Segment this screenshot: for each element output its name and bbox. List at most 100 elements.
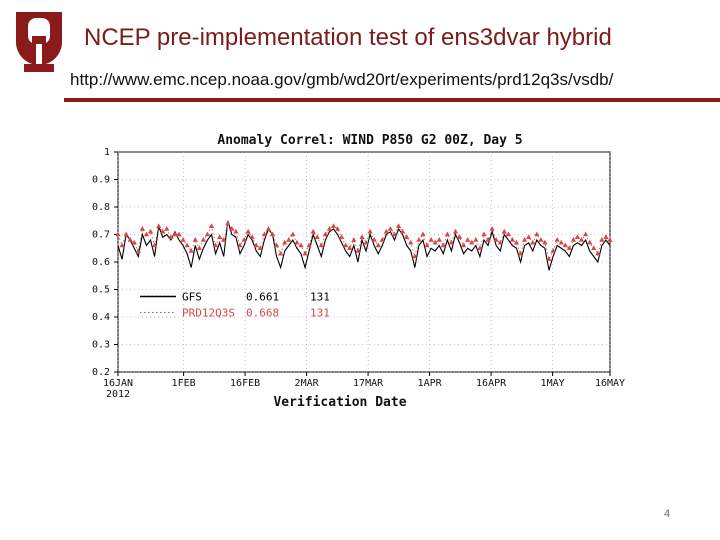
- legend-name: PRD12Q3S: [182, 307, 235, 320]
- y-axis: 1 0.9 0.8 0.7 0.6 0.5 0.4 0.3 0.2: [92, 147, 118, 378]
- chart-title: Anomaly Correl: WIND P850 G2 00Z, Day 5: [217, 133, 522, 148]
- prd12q3s-point: [444, 231, 450, 237]
- prd12q3s-point: [184, 242, 190, 248]
- prd12q3s-point: [306, 242, 312, 248]
- prd12q3s-point: [530, 239, 536, 245]
- prd12q3s-point: [566, 245, 572, 251]
- legend-score: 0.661: [246, 291, 279, 304]
- prd12q3s-point: [363, 239, 369, 245]
- x-tick-label: 2MAR: [295, 378, 320, 389]
- title-divider: [64, 98, 720, 102]
- prd12q3s-point: [424, 242, 430, 248]
- prd12q3s-point: [473, 237, 479, 242]
- prd12q3s-point: [591, 245, 597, 251]
- prd12q3s-point: [156, 223, 162, 229]
- prd12q3s-point: [334, 226, 341, 231]
- prd12q3s-point: [164, 226, 170, 231]
- prd12q3s-point: [538, 237, 544, 242]
- university-logo: [16, 12, 62, 72]
- prd12q3s-point: [322, 231, 328, 237]
- prd12q3s-point: [212, 242, 219, 248]
- x-tick-label: 1MAY: [541, 378, 565, 389]
- prd12q3s-point: [489, 226, 495, 231]
- experiment-url[interactable]: http://www.emc.ncep.noaa.gov/gmb/wd20rt/…: [70, 70, 614, 89]
- prd12q3s-point: [599, 237, 605, 242]
- prd12q3s-point: [400, 228, 406, 234]
- prd12q3s-point: [310, 228, 316, 234]
- prd12q3s-point: [294, 239, 300, 245]
- prd12q3s-point: [233, 228, 239, 234]
- prd12q3s-point: [131, 239, 137, 245]
- x-tick-label: 16APR: [476, 378, 507, 389]
- plot-frame: [117, 151, 611, 373]
- prd12q3s-point: [595, 250, 601, 256]
- prd12q3s-point: [485, 237, 491, 242]
- prd12q3s-point: [330, 223, 337, 229]
- x-axis-label: Verification Date: [273, 395, 406, 410]
- legend-name: GFS: [182, 291, 202, 304]
- prd12q3s-point: [180, 237, 186, 242]
- prd12q3s-point: [481, 231, 487, 237]
- prd12q3s-point: [119, 242, 125, 248]
- prd12q3s-point: [452, 228, 459, 234]
- prd12q3s-point: [278, 250, 284, 256]
- x-tick-label: 16FEB: [230, 378, 260, 389]
- prd12q3s-point: [395, 223, 402, 229]
- prd12q3s-point: [603, 234, 609, 240]
- prd12q3s-point: [339, 234, 345, 240]
- prd12q3s-point: [143, 231, 150, 237]
- x-tick-sublabel: 2012: [106, 389, 130, 400]
- prd12q3s-point: [379, 237, 385, 242]
- prd12q3s-point: [383, 228, 389, 234]
- prd12q3s-point: [505, 231, 511, 237]
- prd12q3s-point: [440, 242, 446, 248]
- prd12q3s-point: [509, 237, 516, 242]
- prd12q3s-point: [570, 237, 577, 242]
- prd12q3s-point: [522, 237, 528, 242]
- prd12q3s-point: [343, 242, 349, 248]
- x-tick-label: 16MAY: [595, 378, 625, 389]
- x-tick-label: 17MAR: [353, 378, 384, 389]
- prd12q3s-point: [355, 248, 361, 253]
- prd12q3s-point: [542, 239, 548, 245]
- prd12q3s-point: [200, 237, 206, 242]
- prd12q3s-point: [432, 239, 438, 245]
- prd12q3s-point: [221, 237, 227, 242]
- prd12q3s-point: [554, 237, 560, 242]
- x-tick-label: 16JAN: [103, 378, 133, 389]
- prd12q3s-point: [160, 228, 166, 234]
- prd12q3s-point: [253, 242, 259, 248]
- prd12q3s-point: [583, 231, 589, 237]
- prd12q3s-point: [416, 237, 422, 242]
- prd12q3s-point: [176, 231, 182, 237]
- legend: GFS 0.661 131 PRD12Q3S 0.668 131: [140, 291, 330, 320]
- prd12q3s-point: [550, 248, 556, 253]
- prd12q3s-point: [257, 245, 263, 251]
- prd12q3s-point: [375, 242, 381, 248]
- y-tick-label: 0.8: [92, 202, 110, 213]
- prd12q3s-point: [314, 234, 320, 240]
- prd12q3s-point: [217, 234, 223, 240]
- y-tick-label: 0.5: [92, 285, 110, 296]
- prd12q3s-point: [448, 239, 455, 245]
- prd12q3s-point: [135, 248, 141, 253]
- prd12q3s-point: [302, 250, 308, 256]
- prd12q3s-point: [501, 228, 507, 234]
- prd12q3s-point: [127, 237, 133, 242]
- prd12q3s-point: [517, 250, 524, 256]
- prd12q3s-point: [562, 242, 568, 248]
- prd12q3s-point: [261, 231, 267, 237]
- prd12q3s-point: [249, 234, 255, 240]
- y-tick-label: 0.3: [92, 340, 110, 351]
- prd12q3s-point: [513, 239, 520, 245]
- prd12q3s-point: [204, 231, 211, 237]
- prd12q3s-point: [282, 239, 288, 245]
- y-tick-label: 0.7: [92, 230, 110, 241]
- prd12q3s-point: [465, 237, 471, 242]
- prd12q3s-point: [526, 234, 532, 240]
- prd12q3s-point: [115, 231, 121, 237]
- prd12q3s-point: [469, 239, 475, 245]
- prd12q3s-point: [391, 231, 398, 237]
- series-line-gfs: [117, 220, 611, 271]
- prd12q3s-point: [371, 237, 377, 242]
